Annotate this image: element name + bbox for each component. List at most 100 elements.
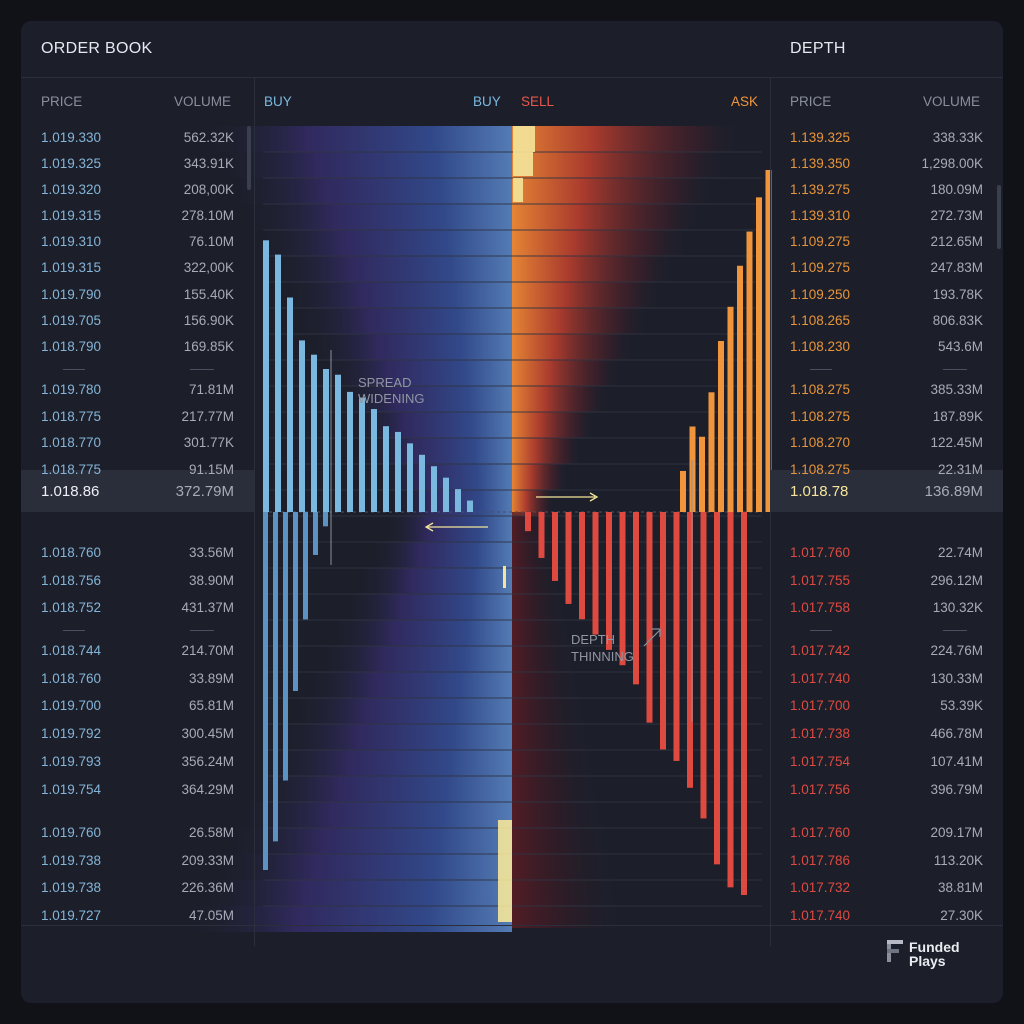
right-row-price[interactable]: 1.017.742 <box>790 643 851 658</box>
buy-heat-band <box>288 698 512 724</box>
left-row-price[interactable]: 1.019.330 <box>41 130 102 145</box>
panel-footer <box>21 925 1003 983</box>
divider-right <box>770 77 771 946</box>
left-row-price[interactable]: 1.019.310 <box>41 234 102 249</box>
brand-icon <box>887 940 903 962</box>
sell-bar <box>619 512 626 666</box>
left-row-volume: 226.36M <box>181 880 234 895</box>
left-row-volume: 208,00K <box>183 182 234 197</box>
volume-highlight <box>498 820 512 922</box>
left-row-price[interactable]: 1.019.792 <box>41 726 102 741</box>
right-row-price[interactable]: 1.017.700 <box>790 698 851 713</box>
sell-heat-band <box>512 386 608 412</box>
buy-bar <box>263 512 268 870</box>
right-row-volume: 130.33M <box>930 671 983 686</box>
buy-heat-band <box>356 568 512 594</box>
right-row-price[interactable]: 1.017.756 <box>790 782 851 797</box>
left-row-price[interactable]: 1.019.760 <box>41 825 102 840</box>
sell-heat-band <box>512 126 742 152</box>
left-scrollbar[interactable] <box>247 126 251 190</box>
left-row-volume: 356.24M <box>181 754 234 769</box>
left-row-price[interactable]: 1.018.760 <box>41 671 102 686</box>
sell-heat-band <box>512 438 581 464</box>
left-row-price[interactable]: 1.019.738 <box>41 853 102 868</box>
left-row-price[interactable]: 1.019.325 <box>41 156 102 171</box>
volume-highlight <box>513 126 535 152</box>
left-row-price[interactable]: 1.019.315 <box>41 208 102 223</box>
right-row-volume: 122.45M <box>930 435 983 450</box>
left-row-price[interactable]: 1.018.760 <box>41 545 102 560</box>
right-row-price[interactable]: 1.109.250 <box>790 287 851 302</box>
left-row-price[interactable]: 1.019.754 <box>41 782 102 797</box>
right-row-price[interactable]: 1.108.275 <box>790 409 851 424</box>
buy-bar <box>303 512 308 620</box>
buy-heat-band <box>194 880 512 906</box>
order-book-title: ORDER BOOK <box>41 40 153 57</box>
right-row-price[interactable]: 1.139.275 <box>790 182 851 197</box>
left-row-volume: 33.89M <box>188 671 234 686</box>
left-row-price[interactable]: 1.019.793 <box>41 754 102 769</box>
right-row-price[interactable]: 1.017.755 <box>790 573 851 588</box>
buy-heat-band <box>306 334 512 360</box>
buy-bar <box>419 454 425 512</box>
right-row-price[interactable]: 1.109.275 <box>790 260 851 275</box>
left-row-price[interactable]: 1.018.752 <box>41 600 102 615</box>
left-row-volume: 169.85K <box>183 339 234 354</box>
right-row-price[interactable]: 1.109.275 <box>790 234 851 249</box>
right-row-price[interactable]: 1.108.230 <box>790 339 851 354</box>
left-row-volume: 364.29M <box>181 782 234 797</box>
left-row-price[interactable]: 1.019.315 <box>41 260 102 275</box>
right-row-price[interactable]: 1.017.754 <box>790 754 851 769</box>
left-row-price[interactable]: 1.018.775 <box>41 462 102 477</box>
right-row-volume: 806.83K <box>932 313 983 328</box>
sell-heat-band <box>512 204 702 230</box>
right-row-price[interactable]: 1.017.786 <box>790 853 851 868</box>
right-row-price[interactable]: 1.139.310 <box>790 208 851 223</box>
row-separator <box>63 369 85 370</box>
right-row-price[interactable]: 1.017.740 <box>790 671 851 686</box>
buy-heat-band <box>181 906 512 932</box>
left-row-price[interactable]: 1.018.790 <box>41 339 102 354</box>
left-row-price[interactable]: 1.019.320 <box>41 182 102 197</box>
brand-name: Funded Plays <box>909 939 960 969</box>
left-row-price[interactable]: 1.019.780 <box>41 382 102 397</box>
right-row-price[interactable]: 1.108.265 <box>790 313 851 328</box>
left-row-price[interactable]: 1.019.790 <box>41 287 102 302</box>
left-row-price[interactable]: 1.019.738 <box>41 880 102 895</box>
right-row-price[interactable]: 1.139.350 <box>790 156 851 171</box>
buy-bar <box>313 512 318 555</box>
right-row-price[interactable]: 1.017.760 <box>790 825 851 840</box>
sell-bar <box>565 512 572 604</box>
left-row-price[interactable]: 1.019.700 <box>41 698 102 713</box>
right-mid-price: 1.018.78 <box>790 483 849 500</box>
right-row-price[interactable]: 1.017.738 <box>790 726 851 741</box>
arrow-right-icon <box>589 492 599 502</box>
right-row-price[interactable]: 1.017.758 <box>790 600 851 615</box>
right-row-volume: 209.17M <box>930 825 983 840</box>
left-row-price[interactable]: 1.019.705 <box>41 313 102 328</box>
left-row-price[interactable]: 1.018.756 <box>41 573 102 588</box>
left-row-price[interactable]: 1.018.744 <box>41 643 102 658</box>
left-mid-band <box>21 470 254 512</box>
right-scrollbar[interactable] <box>997 185 1001 249</box>
buy-bar <box>383 426 389 512</box>
right-row-price[interactable]: 1.108.270 <box>790 435 851 450</box>
right-row-price[interactable]: 1.017.740 <box>790 908 851 923</box>
sell-bar <box>700 512 707 819</box>
left-row-volume: 209.33M <box>181 853 234 868</box>
left-row-price[interactable]: 1.018.770 <box>41 435 102 450</box>
right-row-price[interactable]: 1.108.275 <box>790 382 851 397</box>
right-row-volume: 1,298.00K <box>921 156 983 171</box>
buy-heat-band <box>329 620 512 646</box>
sell-heat-band <box>512 308 648 334</box>
left-row-price[interactable]: 1.019.727 <box>41 908 102 923</box>
sell-bar <box>727 512 734 888</box>
right-row-price[interactable]: 1.017.732 <box>790 880 851 895</box>
right-row-price[interactable]: 1.139.325 <box>790 130 851 145</box>
buy-heat-band <box>293 308 512 334</box>
left-row-price[interactable]: 1.018.775 <box>41 409 102 424</box>
right-row-price[interactable]: 1.017.760 <box>790 545 851 560</box>
right-row-price[interactable]: 1.108.275 <box>790 462 851 477</box>
buy-heat-band <box>221 828 512 854</box>
right-row-volume: 27.30K <box>940 908 983 923</box>
